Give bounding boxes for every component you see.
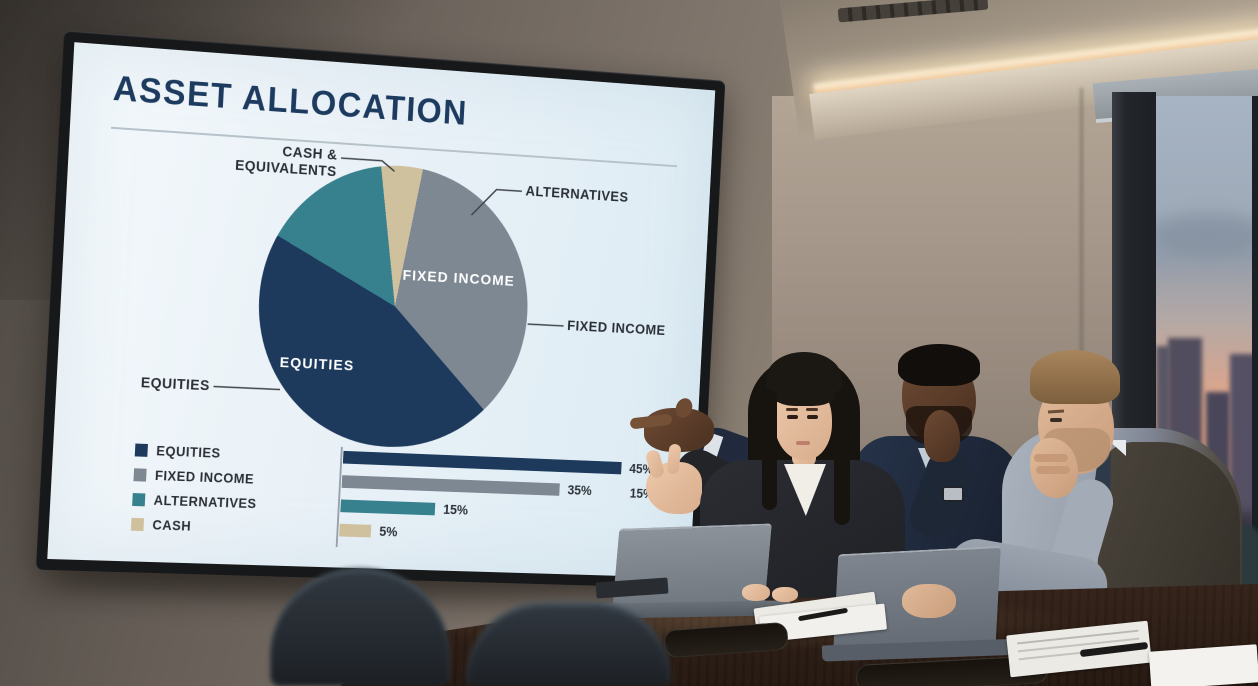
bar-equities: [342, 450, 622, 475]
bar-row-cash: 5%: [339, 523, 398, 540]
bar-value: 15%: [442, 502, 469, 518]
wall-corner-edge: [1080, 88, 1083, 598]
paper-sheet: [1148, 644, 1258, 686]
legend-swatch-fixed-income: [133, 467, 147, 482]
legend-item: FIXED INCOME: [133, 467, 255, 487]
legend-swatch-cash: [130, 517, 145, 531]
slide-title: ASSET ALLOCATION: [112, 69, 469, 133]
legend-item: ALTERNATIVES: [132, 492, 257, 511]
woman-brow: [786, 408, 798, 411]
pie-chart: [251, 157, 535, 453]
bar-cash: [339, 523, 372, 538]
man3-finger: [1034, 454, 1068, 462]
bar-row-alternatives: 15%: [340, 499, 469, 518]
woman-lips: [796, 441, 810, 445]
legend-label: EQUITIES: [155, 442, 221, 461]
man3-hand-on-keyboard: [902, 584, 956, 618]
man2-watch: [942, 486, 964, 502]
man3-hair: [1030, 350, 1120, 404]
bar-value: 35%: [567, 482, 593, 498]
callout-equities: EQUITIES: [140, 375, 211, 395]
legend-label: ALTERNATIVES: [153, 492, 257, 511]
callout-alternatives: ALTERNATIVES: [525, 183, 629, 206]
woman-typing-hand: [772, 587, 798, 602]
man2-hair: [898, 344, 980, 386]
office-chair-foreground: [466, 602, 671, 686]
legend-label: FIXED INCOME: [154, 467, 255, 487]
woman-hair-strand: [762, 390, 777, 510]
woman-eye: [787, 415, 798, 419]
window-frame-right: [1252, 96, 1258, 598]
bar-row-fixed-income: 35%: [341, 475, 593, 498]
legend-item: CASH: [130, 517, 192, 534]
callout-cash: CASH & EQUIVALENTS: [192, 138, 338, 181]
paper-line: [1016, 629, 1139, 645]
bar-fixed-income: [341, 475, 560, 496]
callout-fixed-income: FIXED INCOME: [566, 318, 666, 339]
legend-swatch-alternatives: [132, 492, 146, 506]
bar-value: 5%: [378, 524, 398, 540]
woman-hair-top: [766, 352, 842, 406]
bar-row-equities: 45%: [342, 450, 654, 477]
presentation-screen: ASSET ALLOCATION FIXED INCOME EQUITIES C…: [35, 30, 726, 589]
legend-label: CASH: [152, 517, 192, 534]
legend-item: EQUITIES: [134, 442, 221, 461]
slide: ASSET ALLOCATION FIXED INCOME EQUITIES C…: [47, 42, 716, 578]
woman-typing-hand: [742, 584, 770, 601]
man3-finger: [1036, 466, 1070, 474]
woman-hair-strand: [834, 390, 850, 525]
man2-chin-hand: [924, 410, 960, 462]
bar-alternatives: [340, 499, 436, 516]
woman-eye: [807, 415, 818, 419]
legend-swatch-equities: [134, 443, 148, 457]
cloud: [1156, 214, 1258, 256]
woman-brow: [806, 408, 818, 411]
man3-eye: [1050, 418, 1062, 422]
